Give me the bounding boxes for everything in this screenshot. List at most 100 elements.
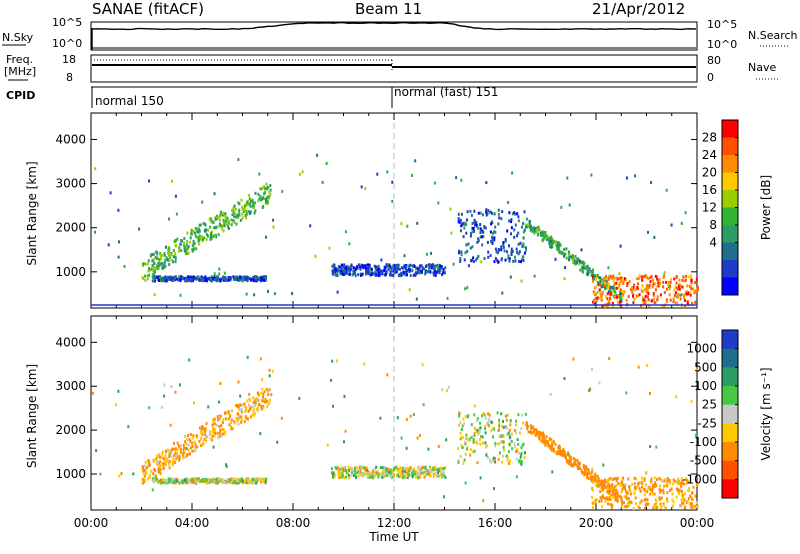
echo-cell bbox=[557, 445, 560, 448]
echo-cell bbox=[631, 290, 634, 294]
echo-cell bbox=[557, 452, 560, 456]
echo-cell bbox=[234, 421, 237, 425]
echo-cell bbox=[439, 466, 442, 470]
echo-cell bbox=[193, 242, 196, 245]
echo-cell bbox=[502, 440, 505, 444]
echo-cell bbox=[601, 488, 604, 492]
echo-cell bbox=[491, 235, 493, 239]
echo-cell bbox=[611, 487, 614, 491]
echo-cell bbox=[678, 481, 681, 485]
echo-cell bbox=[695, 289, 697, 293]
echo-cell bbox=[622, 483, 625, 487]
echo-cell bbox=[604, 478, 606, 482]
echo-cell bbox=[515, 475, 518, 479]
echo-cell bbox=[669, 298, 672, 302]
echo-cell bbox=[596, 477, 599, 481]
echo-cell bbox=[677, 491, 680, 495]
echo-cell bbox=[204, 222, 207, 226]
echo-cell bbox=[647, 292, 650, 296]
echo-cell bbox=[625, 495, 628, 499]
echo-cell bbox=[515, 431, 518, 435]
echo-cell bbox=[206, 233, 208, 237]
echo-cell bbox=[218, 267, 221, 271]
echo-cell bbox=[466, 249, 469, 253]
echo-cell bbox=[196, 277, 199, 281]
echo-cell bbox=[537, 226, 540, 229]
echo-cell bbox=[609, 498, 612, 501]
echo-cell bbox=[508, 431, 511, 435]
echo-cell bbox=[213, 422, 216, 426]
echo-cell bbox=[627, 477, 630, 481]
echo-cell bbox=[391, 180, 394, 184]
echo-region-early-arc bbox=[141, 182, 272, 282]
echo-cell bbox=[528, 220, 531, 224]
echo-cell bbox=[212, 430, 215, 433]
echo-cell bbox=[354, 267, 357, 271]
echo-cell bbox=[198, 439, 201, 443]
echo-cell bbox=[254, 397, 257, 401]
echo-cell bbox=[590, 478, 593, 482]
echo-cell bbox=[220, 224, 223, 228]
echo-cell bbox=[385, 467, 387, 471]
echo-cell bbox=[685, 290, 688, 294]
echo-cell bbox=[492, 238, 495, 242]
echo-cell bbox=[474, 223, 477, 227]
echo-cell bbox=[192, 449, 195, 453]
echo-cell bbox=[477, 211, 480, 215]
echo-cell bbox=[689, 494, 692, 498]
echo-cell bbox=[486, 212, 489, 216]
echo-cell bbox=[259, 194, 262, 198]
echo-cell bbox=[650, 275, 653, 279]
echo-cell bbox=[598, 297, 601, 300]
echo-cell bbox=[668, 280, 670, 284]
echo-cell bbox=[650, 299, 653, 303]
echo-cell bbox=[159, 252, 162, 255]
echo-cell bbox=[179, 447, 182, 451]
echo-cell bbox=[161, 464, 164, 468]
echo-cell bbox=[197, 238, 200, 242]
echo-cell bbox=[546, 237, 549, 241]
echo-cell bbox=[401, 466, 404, 470]
echo-cell bbox=[648, 286, 651, 289]
echo-cell bbox=[504, 258, 507, 262]
echo-cell bbox=[404, 266, 407, 270]
echo-cell bbox=[605, 295, 607, 298]
echo-cell bbox=[510, 232, 512, 236]
echo-cell bbox=[255, 481, 258, 485]
echo-cell bbox=[457, 217, 460, 221]
echo-cell bbox=[608, 275, 611, 279]
echo-cell bbox=[145, 470, 148, 474]
echo-cell bbox=[343, 269, 346, 273]
echo-cell bbox=[616, 491, 619, 495]
echo-cell bbox=[242, 210, 245, 213]
echo-cell bbox=[548, 241, 551, 245]
echo-cell bbox=[248, 392, 251, 396]
echo-cell bbox=[599, 280, 602, 283]
echo-cell bbox=[196, 230, 199, 234]
echo-cell bbox=[332, 404, 334, 408]
echo-cell bbox=[220, 424, 223, 428]
echo-cell bbox=[207, 228, 210, 232]
echo-cell bbox=[566, 458, 569, 462]
y-tick-label: 4000 bbox=[55, 335, 86, 349]
echo-cell bbox=[232, 479, 234, 482]
echo-cell bbox=[241, 479, 244, 483]
echo-cell bbox=[434, 472, 437, 475]
echo-cell bbox=[491, 427, 494, 430]
echo-cell bbox=[349, 269, 352, 273]
echo-cell bbox=[216, 225, 219, 229]
echo-cell bbox=[145, 466, 148, 470]
echo-cell bbox=[588, 472, 591, 476]
echo-cell bbox=[342, 273, 345, 276]
echo-cell bbox=[471, 230, 474, 234]
echo-cell bbox=[688, 487, 690, 491]
echo-cell bbox=[668, 293, 671, 297]
echo-cell bbox=[508, 442, 511, 446]
echo-region-early-arc bbox=[141, 387, 273, 485]
echo-cell bbox=[502, 241, 505, 244]
echo-cell bbox=[176, 448, 179, 452]
echo-cell bbox=[613, 284, 616, 288]
echo-cell bbox=[207, 405, 210, 409]
echo-cell bbox=[602, 282, 605, 286]
echo-cell bbox=[567, 452, 570, 456]
